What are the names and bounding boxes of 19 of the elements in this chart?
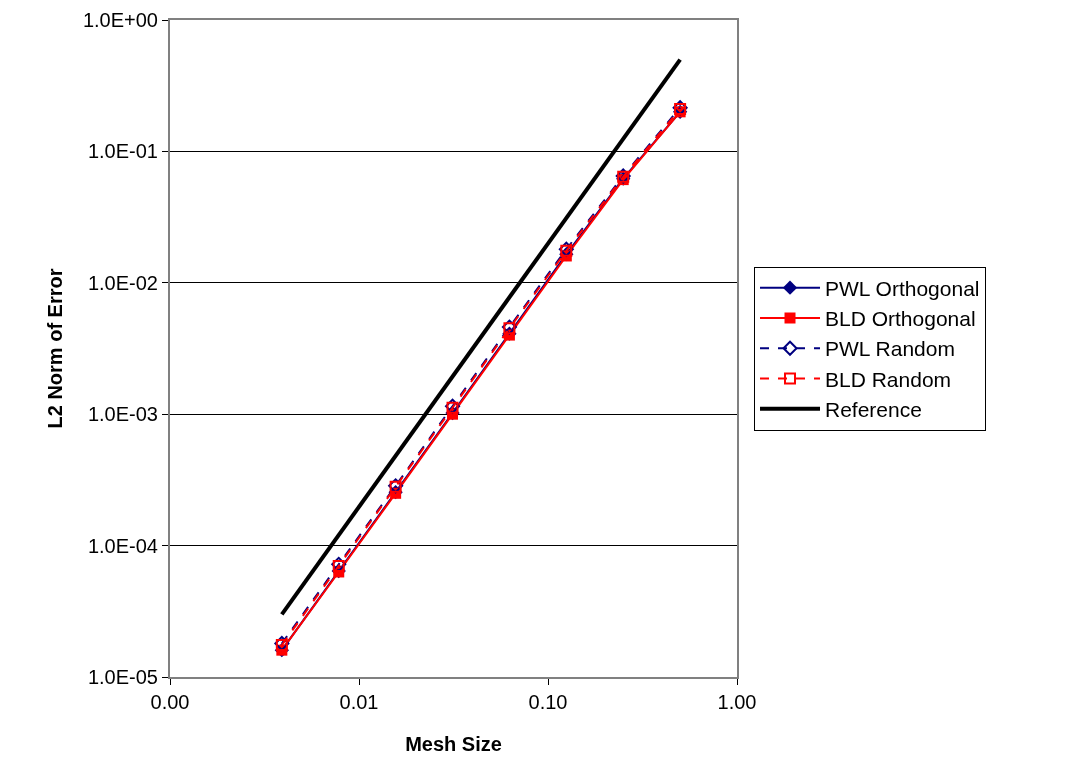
point: [274, 635, 290, 651]
y-tick-label: 1.0E+00: [82, 9, 158, 31]
y-tick-label: 1.0E-01: [87, 140, 158, 163]
legend-label: Reference: [825, 398, 922, 422]
legend-label: PWL Orthogonal: [825, 276, 980, 300]
x-tick-label: 1.00: [717, 691, 757, 713]
x-tick-label: 0.10: [528, 691, 568, 713]
legend-label: PWL Random: [825, 337, 955, 361]
legend-label: BLD Orthogonal: [825, 307, 976, 331]
x-axis-title: Mesh Size: [405, 733, 502, 755]
y-axis-title: L2 Norm of Error: [43, 268, 66, 429]
x-tick-label: 0.00: [150, 691, 190, 713]
point: [275, 639, 288, 652]
y-tick-label: 1.0E-04: [87, 534, 158, 557]
y-tick-label: 1.0E-05: [87, 666, 158, 688]
x-tick-label: 0.01: [339, 691, 379, 713]
legend-label: BLD Random: [825, 367, 952, 391]
y-tick-label: 1.0E-02: [87, 271, 158, 294]
y-tick-label: 1.0E-03: [87, 403, 158, 426]
